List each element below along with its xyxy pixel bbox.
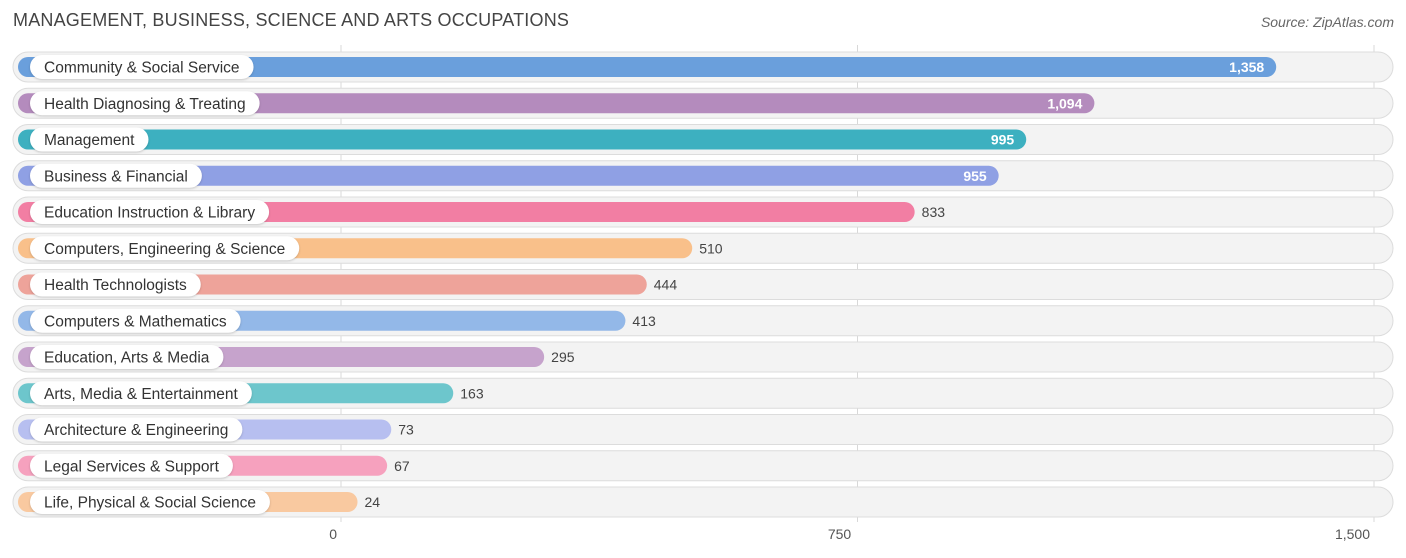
category-pill bbox=[30, 163, 202, 188]
value-label: 833 bbox=[922, 204, 946, 220]
value-label: 413 bbox=[632, 313, 656, 329]
bar bbox=[18, 129, 1027, 150]
category-label: Education, Arts & Media bbox=[44, 350, 210, 367]
category-pill bbox=[30, 345, 224, 369]
category-label: Health Diagnosing & Treating bbox=[44, 96, 246, 113]
value-label: 444 bbox=[654, 277, 678, 293]
bar bbox=[18, 57, 1277, 77]
category-pill bbox=[30, 236, 300, 261]
category-label: Computers, Engineering & Science bbox=[44, 241, 285, 258]
category-pill bbox=[30, 55, 254, 79]
chart-title: MANAGEMENT, BUSINESS, SCIENCE AND ARTS O… bbox=[13, 10, 570, 30]
category-label: Management bbox=[44, 132, 135, 149]
x-tick-label: 1,500 bbox=[1335, 526, 1370, 542]
value-label: 67 bbox=[394, 458, 410, 474]
category-pill bbox=[30, 200, 270, 224]
value-label: 1,358 bbox=[1229, 59, 1264, 75]
value-label: 1,094 bbox=[1047, 95, 1082, 111]
category-pill bbox=[30, 272, 201, 297]
category-pill bbox=[30, 91, 260, 116]
value-label: 163 bbox=[460, 385, 484, 401]
category-label: Health Technologists bbox=[44, 277, 187, 294]
value-label: 995 bbox=[991, 132, 1015, 148]
value-label: 24 bbox=[365, 494, 381, 510]
category-pill bbox=[30, 453, 233, 478]
category-pill bbox=[30, 381, 252, 406]
category-label: Life, Physical & Social Science bbox=[44, 495, 256, 512]
category-label: Legal Services & Support bbox=[44, 458, 220, 475]
category-pill bbox=[30, 417, 243, 442]
value-label: 73 bbox=[398, 422, 414, 438]
value-label: 295 bbox=[551, 349, 575, 365]
x-tick-label: 0 bbox=[329, 526, 337, 542]
category-label: Business & Financial bbox=[44, 168, 188, 185]
category-label: Education Instruction & Library bbox=[44, 205, 255, 222]
chart-source: Source: ZipAtlas.com bbox=[1260, 14, 1394, 30]
category-pill bbox=[30, 127, 149, 152]
category-label: Community & Social Service bbox=[44, 60, 240, 77]
category-label: Computers & Mathematics bbox=[44, 313, 227, 330]
bar bbox=[18, 165, 999, 186]
category-pill bbox=[30, 308, 241, 333]
category-pill bbox=[30, 490, 270, 514]
value-label: 955 bbox=[963, 168, 987, 184]
bar bbox=[18, 93, 1095, 114]
x-axis: 0 750 1,500 bbox=[329, 526, 1370, 542]
row-track bbox=[12, 486, 1394, 518]
bar-rows: Community & Social Service 1,358 Health Di… bbox=[12, 51, 1394, 518]
x-tick-label: 750 bbox=[828, 526, 852, 542]
category-label: Arts, Media & Entertainment bbox=[44, 386, 239, 403]
category-label: Architecture & Engineering bbox=[44, 422, 228, 439]
value-label: 510 bbox=[699, 240, 723, 256]
